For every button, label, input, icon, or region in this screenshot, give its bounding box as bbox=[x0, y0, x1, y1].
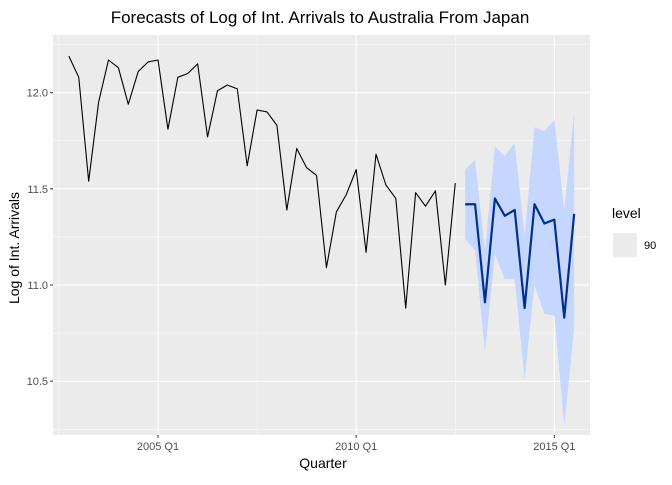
y-tick-label: 12.0 bbox=[27, 88, 48, 100]
y-tick-label: 11.5 bbox=[27, 184, 48, 196]
minor-gridlines bbox=[53, 35, 590, 435]
x-tick-label: 2015 Q1 bbox=[533, 441, 575, 453]
x-axis: 2005 Q1 2010 Q1 2015 Q1 bbox=[137, 435, 575, 453]
y-axis-title: Log of Int. Arrivals bbox=[6, 192, 22, 304]
y-tick-label: 10.5 bbox=[27, 376, 48, 388]
observed-series-line bbox=[68, 55, 456, 309]
forecast-series-line bbox=[465, 197, 576, 319]
series-layer bbox=[68, 55, 576, 319]
legend-label-90: 90 bbox=[644, 240, 656, 252]
y-axis: 10.5 11.0 11.5 12.0 bbox=[27, 88, 53, 388]
legend-title: level bbox=[612, 205, 641, 221]
chart-title: Forecasts of Log of Int. Arrivals to Aus… bbox=[111, 8, 530, 27]
x-tick-label: 2010 Q1 bbox=[335, 441, 377, 453]
y-tick-label: 11.0 bbox=[27, 280, 48, 292]
legend-key-90 bbox=[613, 233, 637, 257]
x-tick-label: 2005 Q1 bbox=[137, 441, 179, 453]
x-axis-title: Quarter bbox=[299, 455, 347, 471]
legend: level 90 bbox=[612, 205, 656, 257]
